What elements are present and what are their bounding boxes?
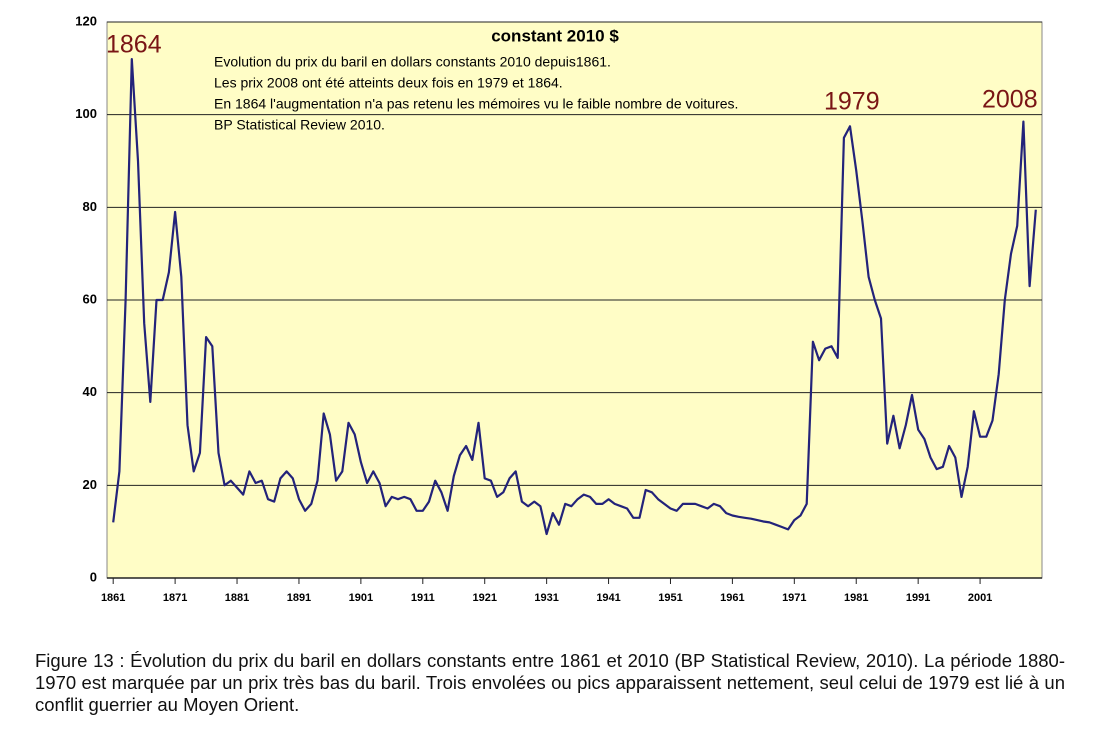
y-tick-label: 20: [83, 477, 97, 492]
x-tick-label: 1991: [906, 592, 930, 604]
annotation: En 1864 l'augmentation n'a pas retenu le…: [214, 96, 738, 112]
peak-label: 1864: [106, 31, 162, 59]
x-tick-label: 1911: [411, 592, 435, 604]
figure-caption: Figure 13 : Évolution du prix du baril e…: [35, 650, 1065, 715]
annotation: BP Statistical Review 2010.: [214, 117, 385, 133]
y-tick-label: 0: [90, 569, 97, 584]
x-tick-label: 1961: [720, 592, 744, 604]
x-tick-label: 1951: [658, 592, 682, 604]
x-tick-label: 1921: [472, 592, 496, 604]
price-line: [112, 58, 1037, 536]
y-tick-label: 60: [83, 291, 97, 306]
x-tick-label: 2001: [968, 592, 992, 604]
x-tick-label: 1891: [287, 592, 311, 604]
chart-title: constant 2010 $: [491, 26, 619, 45]
peak-label: 2008: [982, 86, 1038, 114]
y-tick-label: 40: [83, 384, 97, 399]
y-tick-label: 120: [75, 13, 97, 28]
y-tick-label: 100: [75, 106, 97, 121]
y-tick-label: 80: [83, 199, 97, 214]
x-tick-label: 1881: [225, 592, 249, 604]
chart: constant 2010 $ Evolution du prix du bar…: [75, 13, 1043, 604]
x-tick-label: 1971: [782, 592, 806, 604]
annotation: Les prix 2008 ont été atteints deux fois…: [214, 75, 563, 91]
x-tick-label: 1931: [534, 592, 558, 604]
annotation: Evolution du prix du baril en dollars co…: [214, 54, 611, 70]
x-tick-label: 1871: [163, 592, 187, 604]
peak-label: 1979: [824, 88, 880, 116]
x-tick-label: 1981: [844, 592, 868, 604]
x-tick-label: 1941: [596, 592, 620, 604]
x-tick-label: 1901: [349, 592, 373, 604]
x-tick-label: 1861: [101, 592, 125, 604]
